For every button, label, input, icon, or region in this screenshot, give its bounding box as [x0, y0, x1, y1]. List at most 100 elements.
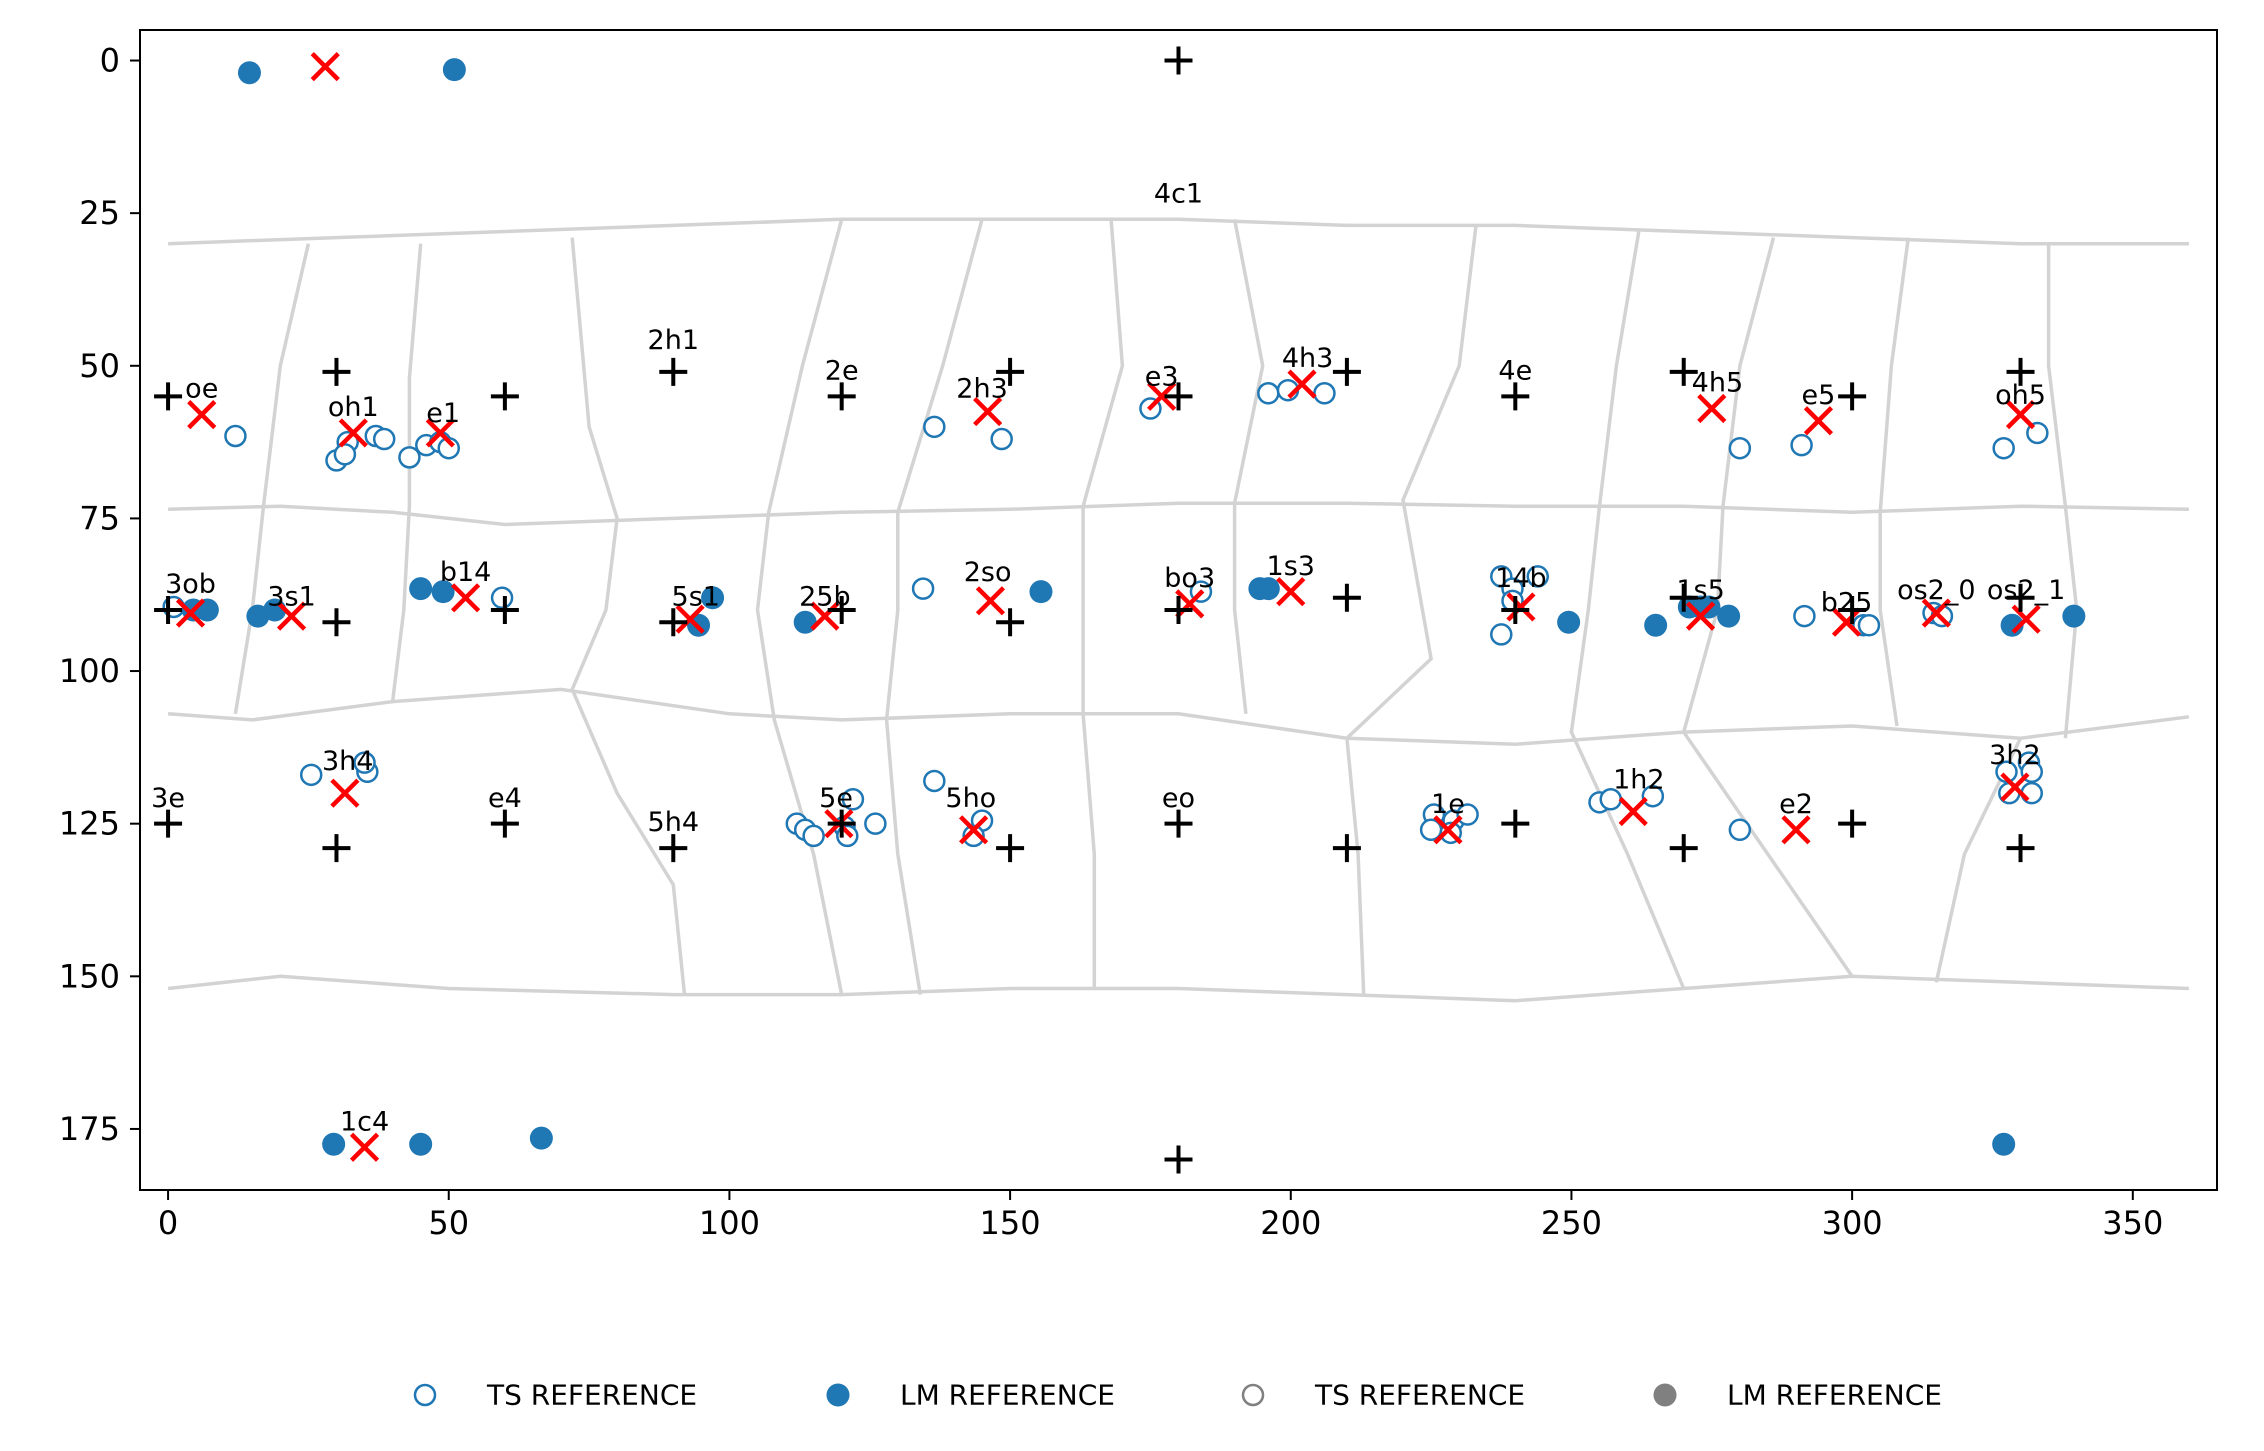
lm-reference-point [1557, 610, 1581, 634]
y-tick-label: 100 [59, 652, 120, 690]
region-mesh [167, 217, 2190, 1003]
ts-reference-point [1641, 784, 1665, 808]
legend-marker-open [1241, 1383, 1265, 1407]
plus-marker [2006, 583, 2035, 612]
x-axis: 0 50 100 150 200 250 300 350 [158, 1190, 2163, 1242]
lm-reference-point [1717, 604, 1741, 628]
cross-marker [1287, 369, 1317, 399]
lm-reference-point [431, 580, 455, 604]
y-tick-label: 50 [79, 347, 120, 385]
cross-marker [810, 601, 840, 631]
plus-marker [1332, 834, 1361, 863]
region-label: 1h2 [1613, 764, 1664, 795]
lm-reference-point [2062, 604, 2086, 628]
ts-reference-point [353, 751, 376, 774]
plus-marker [659, 357, 688, 386]
ts-reference-point [372, 427, 396, 451]
region-label: 25b [799, 581, 851, 612]
cross-marker [330, 778, 360, 808]
ts-reference-point [1456, 803, 1479, 826]
x-tick-label: 250 [1541, 1204, 1602, 1242]
region-label: 5ho [945, 783, 996, 814]
region-label: 1c4 [340, 1106, 389, 1137]
region-label: e5 [1802, 380, 1836, 411]
mesh-line [570, 237, 687, 995]
cross-marker [973, 396, 1003, 427]
y-tick-label: 150 [59, 957, 120, 995]
lm-reference-point [1644, 613, 1668, 637]
plus-marker [1164, 809, 1193, 838]
plus-marker [1838, 596, 1867, 624]
cross-marker [276, 601, 307, 631]
cross-marker [1618, 796, 1648, 827]
legend-marker-filled [826, 1383, 850, 1407]
plus-marker [490, 596, 519, 624]
cross-marker [975, 586, 1006, 616]
plus-marker [1501, 809, 1530, 838]
plus-marker [490, 809, 519, 838]
x-tick-label: 0 [158, 1204, 178, 1242]
plus-marker [1164, 1145, 1193, 1174]
region-label: e1 [426, 398, 460, 429]
ts-reference-point [1790, 433, 1813, 457]
region-label: 3ob [165, 569, 216, 600]
region-label: 3h2 [1989, 740, 2040, 771]
region-label: 5s1 [672, 581, 720, 612]
mesh-line [168, 217, 2189, 246]
region-label: oh1 [328, 392, 379, 423]
ts-reference-point [299, 763, 323, 787]
region-label: e2 [1779, 789, 1813, 820]
ts-reference-point [864, 812, 887, 835]
region-label: 4c1 [1154, 178, 1203, 209]
mesh-line [390, 243, 423, 702]
legend-marker-filled [1653, 1383, 1677, 1407]
plot-frame [139, 29, 2218, 1191]
ts-reference-point [1793, 604, 1816, 628]
cross-marker [450, 583, 481, 613]
ts-reference-point [962, 824, 985, 848]
cross-marker [1276, 577, 1306, 607]
plus-marker [1669, 357, 1698, 386]
region-label: 2h3 [956, 374, 1007, 405]
mesh-line [884, 218, 984, 995]
region-label: 1s5 [1676, 575, 1724, 606]
legend: TS REFERENCE LM REFERENCE TS REFERENCE LM R… [413, 1379, 1942, 1412]
region-label: 4e [1498, 355, 1532, 386]
cross-marker [175, 598, 206, 628]
legend-label: TS REFERENCE [486, 1379, 697, 1412]
ts-reference-point [490, 586, 514, 610]
region-label: 4h3 [1282, 343, 1333, 374]
lm-reference-point [442, 58, 466, 82]
cross-marker [1506, 592, 1536, 622]
region-label: oe [185, 374, 218, 405]
region-label: 2e [825, 355, 859, 386]
legend-label: LM REFERENCE [1727, 1379, 1942, 1412]
lm-reference-point [409, 577, 433, 601]
region-label: e3 [1145, 362, 1179, 393]
plus-marker [154, 596, 183, 624]
region-labels: 4c1 oe oh1 e1 2h1 2e 2h3 e3 4h3 4e 4h5 e5 oh5 3ob 3s1 b… [151, 178, 2065, 1137]
x-tick-label: 50 [428, 1204, 469, 1242]
region-label: 5h4 [648, 807, 699, 838]
x-tick-label: 350 [2102, 1204, 2163, 1242]
plus-marker [1164, 596, 1193, 624]
ts-reference-point [1992, 436, 2015, 460]
plus-marker [2006, 834, 2035, 863]
mesh-line [1878, 237, 1911, 727]
lm-reference-point [237, 61, 261, 85]
lm-reference-point [529, 1126, 553, 1150]
cross-marker [2000, 772, 2030, 802]
plus-marker [996, 608, 1025, 637]
plus-marker [490, 382, 519, 411]
x-tick-label: 200 [1260, 1204, 1321, 1242]
ts-reference-point [923, 769, 946, 793]
plus-marker [827, 382, 856, 411]
region-label: 2so [964, 557, 1012, 588]
region-label: 14b [1495, 563, 1547, 594]
plus-marker [1669, 834, 1698, 863]
region-label: bo3 [1164, 563, 1215, 594]
ts-reference-point [990, 427, 1013, 451]
mesh-line [1345, 225, 1478, 995]
region-label: 1e [1431, 789, 1465, 820]
